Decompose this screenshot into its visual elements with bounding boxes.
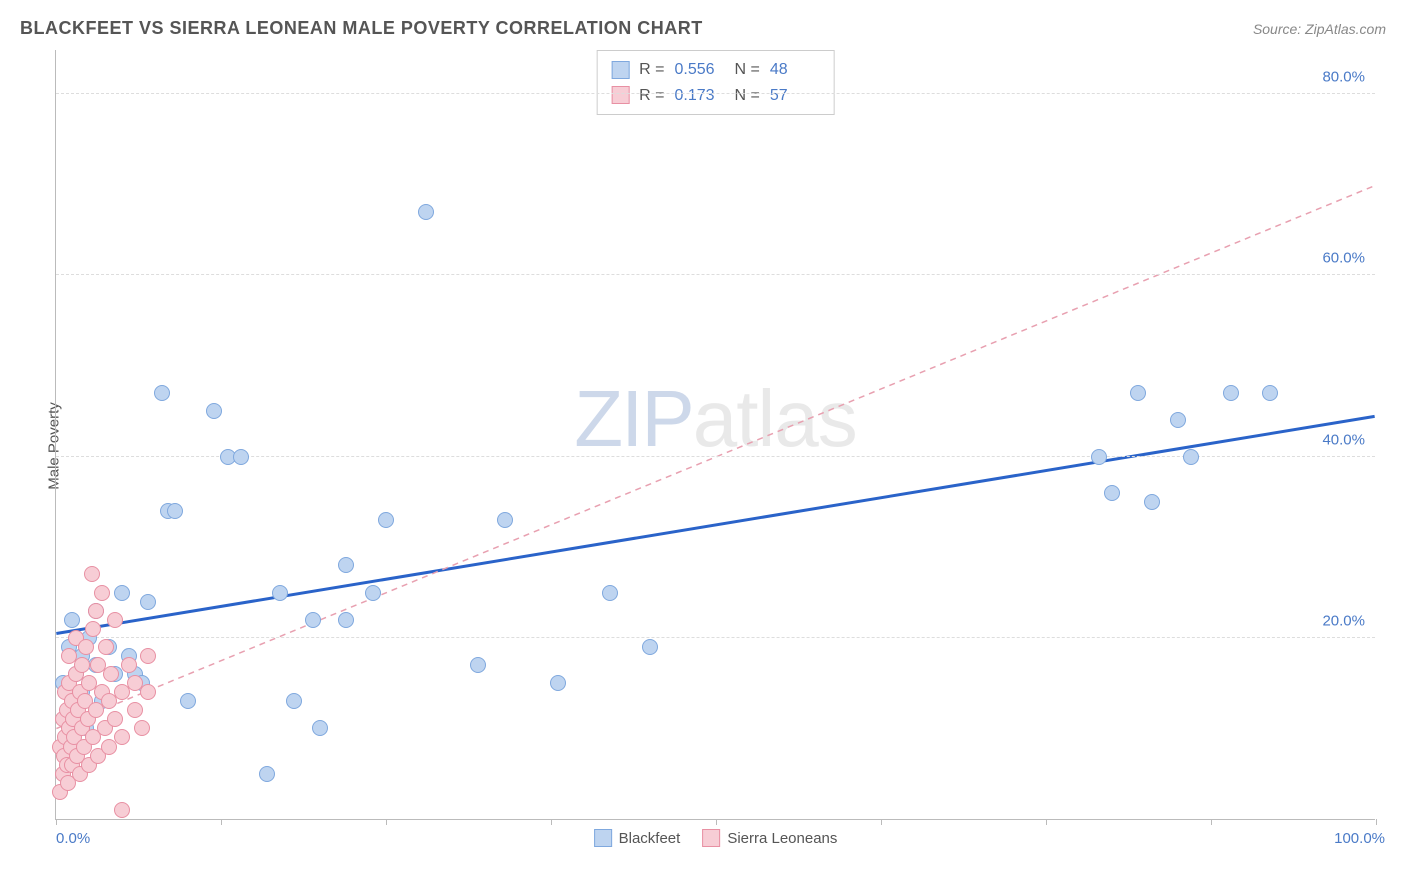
scatter-point	[550, 675, 566, 691]
x-axis-min-label: 0.0%	[56, 830, 90, 847]
scatter-point	[154, 385, 170, 401]
scatter-point	[134, 720, 150, 736]
r-label: R =	[639, 83, 664, 109]
trend-line	[56, 186, 1374, 729]
source-attribution: Source: ZipAtlas.com	[1253, 21, 1386, 37]
scatter-point	[74, 657, 90, 673]
scatter-point	[140, 684, 156, 700]
scatter-point	[85, 621, 101, 637]
n-value: 48	[770, 57, 820, 83]
scatter-point	[1170, 412, 1186, 428]
series-swatch	[611, 86, 629, 104]
x-tick	[551, 819, 552, 825]
scatter-point	[1091, 449, 1107, 465]
y-tick-label: 40.0%	[1322, 431, 1365, 448]
scatter-point	[78, 639, 94, 655]
legend-swatch	[702, 829, 720, 847]
scatter-point	[312, 720, 328, 736]
scatter-point	[338, 612, 354, 628]
scatter-point	[1144, 494, 1160, 510]
scatter-point	[64, 612, 80, 628]
scatter-point	[1130, 385, 1146, 401]
x-tick	[1046, 819, 1047, 825]
watermark-zip: ZIP	[574, 374, 692, 463]
scatter-point	[114, 802, 130, 818]
scatter-point	[418, 204, 434, 220]
scatter-point	[602, 585, 618, 601]
scatter-point	[286, 693, 302, 709]
scatter-point	[180, 693, 196, 709]
scatter-point	[88, 603, 104, 619]
scatter-point	[140, 594, 156, 610]
legend-item: Blackfeet	[594, 829, 681, 847]
scatter-point	[107, 612, 123, 628]
x-tick	[56, 819, 57, 825]
x-tick	[716, 819, 717, 825]
y-tick-label: 20.0%	[1322, 612, 1365, 629]
scatter-point	[206, 403, 222, 419]
n-label: N =	[735, 83, 760, 109]
scatter-point	[84, 566, 100, 582]
chart-header: BLACKFEET VS SIERRA LEONEAN MALE POVERTY…	[20, 18, 1386, 39]
legend-label: Blackfeet	[619, 830, 681, 847]
x-tick	[1211, 819, 1212, 825]
r-value: 0.556	[675, 57, 725, 83]
gridline-h	[56, 637, 1375, 638]
scatter-point	[1104, 485, 1120, 501]
scatter-point	[121, 657, 137, 673]
source-prefix: Source:	[1253, 21, 1305, 37]
scatter-point	[1183, 449, 1199, 465]
trend-lines-layer	[56, 50, 1375, 819]
x-tick	[1376, 819, 1377, 825]
x-axis-max-label: 100.0%	[1334, 830, 1385, 847]
x-tick	[881, 819, 882, 825]
gridline-h	[56, 93, 1375, 94]
scatter-point	[167, 503, 183, 519]
scatter-point	[259, 766, 275, 782]
n-label: N =	[735, 57, 760, 83]
scatter-point	[107, 711, 123, 727]
scatter-point	[470, 657, 486, 673]
scatter-point	[305, 612, 321, 628]
scatter-point	[98, 639, 114, 655]
legend-label: Sierra Leoneans	[727, 830, 837, 847]
r-label: R =	[639, 57, 664, 83]
x-tick	[386, 819, 387, 825]
scatter-point	[378, 512, 394, 528]
scatter-point	[127, 702, 143, 718]
x-tick	[221, 819, 222, 825]
n-value: 57	[770, 83, 820, 109]
stats-row: R = 0.556 N = 48	[611, 57, 820, 83]
scatter-point	[497, 512, 513, 528]
scatter-point	[94, 585, 110, 601]
legend-swatch	[594, 829, 612, 847]
chart-title: BLACKFEET VS SIERRA LEONEAN MALE POVERTY…	[20, 18, 703, 39]
stats-row: R = 0.173 N = 57	[611, 83, 820, 109]
scatter-point	[114, 585, 130, 601]
scatter-point	[365, 585, 381, 601]
scatter-point	[103, 666, 119, 682]
legend-item: Sierra Leoneans	[702, 829, 837, 847]
series-legend: Blackfeet Sierra Leoneans	[594, 829, 838, 847]
y-tick-label: 80.0%	[1322, 69, 1365, 86]
trend-line	[56, 416, 1374, 633]
watermark-atlas: atlas	[693, 374, 857, 463]
scatter-point	[642, 639, 658, 655]
gridline-h	[56, 456, 1375, 457]
scatter-point	[1223, 385, 1239, 401]
r-value: 0.173	[675, 83, 725, 109]
scatter-point	[140, 648, 156, 664]
source-name: ZipAtlas.com	[1305, 21, 1386, 37]
plot-area: ZIPatlas R =0.556N =48R =0.173N =57 Blac…	[55, 50, 1375, 820]
gridline-h	[56, 274, 1375, 275]
scatter-point	[233, 449, 249, 465]
scatter-point	[1262, 385, 1278, 401]
scatter-point	[338, 557, 354, 573]
series-swatch	[611, 61, 629, 79]
correlation-stats-box: R = 0.556 N = 48 R = 0.173 N = 57	[596, 50, 835, 115]
y-tick-label: 60.0%	[1322, 250, 1365, 267]
scatter-point	[272, 585, 288, 601]
scatter-point	[114, 729, 130, 745]
watermark: ZIPatlas	[574, 373, 856, 465]
